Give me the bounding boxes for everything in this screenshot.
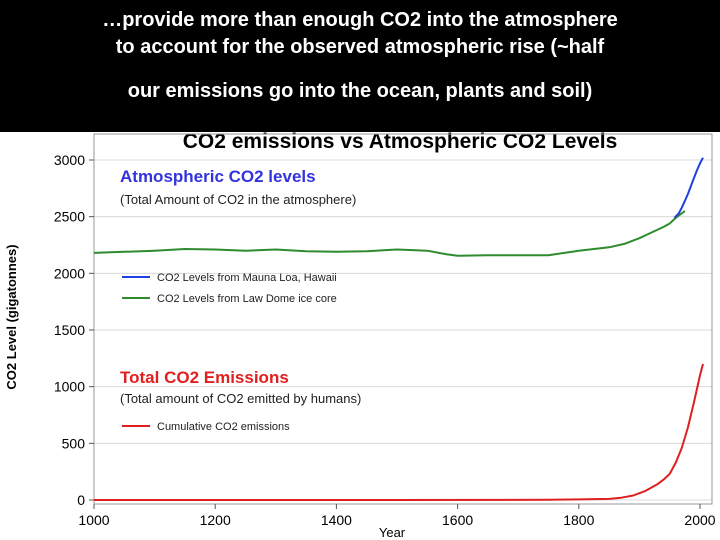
x-tick-label: 1400: [321, 512, 352, 528]
atmospheric-annotation-subtitle: (Total Amount of CO2 in the atmosphere): [120, 192, 356, 207]
x-tick-label: 1200: [200, 512, 231, 528]
y-tick-label: 2000: [54, 265, 85, 281]
slide-caption: …provide more than enough CO2 into the a…: [0, 0, 720, 132]
emissions-annotation-title: Total CO2 Emissions: [120, 368, 289, 387]
y-tick-label: 0: [77, 492, 85, 508]
y-axis-label: CO2 Level (gigatonnes): [4, 244, 19, 389]
x-tick-label: 1800: [563, 512, 594, 528]
caption-line-1: …provide more than enough CO2 into the a…: [102, 9, 618, 31]
emissions-annotation-subtitle: (Total amount of CO2 emitted by humans): [120, 391, 361, 406]
y-tick-label: 500: [62, 435, 86, 451]
atmospheric-legend: CO2 Levels from Mauna Loa, Hawaii CO2 Le…: [122, 272, 337, 305]
legend-label-law-dome: CO2 Levels from Law Dome ice core: [157, 293, 337, 305]
emissions-legend: Cumulative CO2 emissions: [122, 421, 290, 433]
y-tick-label: 2500: [54, 209, 85, 225]
y-tick-label: 3000: [54, 152, 85, 168]
x-tick-label: 1000: [78, 512, 109, 528]
mauna-loa-line: [673, 157, 704, 219]
co2-chart: CO2 emissions vs Atmospheric CO2 Levels …: [4, 132, 716, 540]
x-axis-label: Year: [379, 525, 406, 540]
plot-frame: [93, 133, 713, 505]
chart-title: CO2 emissions vs Atmospheric CO2 Levels: [183, 132, 618, 153]
y-tick-label: 1000: [54, 379, 85, 395]
x-tick-label: 2000: [684, 512, 715, 528]
atmospheric-annotation-title: Atmospheric CO2 levels: [120, 167, 316, 186]
cumulative-emissions-line: [94, 363, 704, 501]
x-tick-label: 1600: [442, 512, 473, 528]
y-tick-label: 1500: [54, 322, 85, 338]
caption-line-3: our emissions go into the ocean, plants …: [127, 80, 593, 102]
legend-label-mauna-loa: CO2 Levels from Mauna Loa, Hawaii: [157, 272, 337, 284]
law-dome-line: [93, 210, 686, 257]
caption-line-2: to account for the observed atmospheric …: [115, 36, 605, 58]
legend-label-cumulative: Cumulative CO2 emissions: [157, 421, 290, 433]
